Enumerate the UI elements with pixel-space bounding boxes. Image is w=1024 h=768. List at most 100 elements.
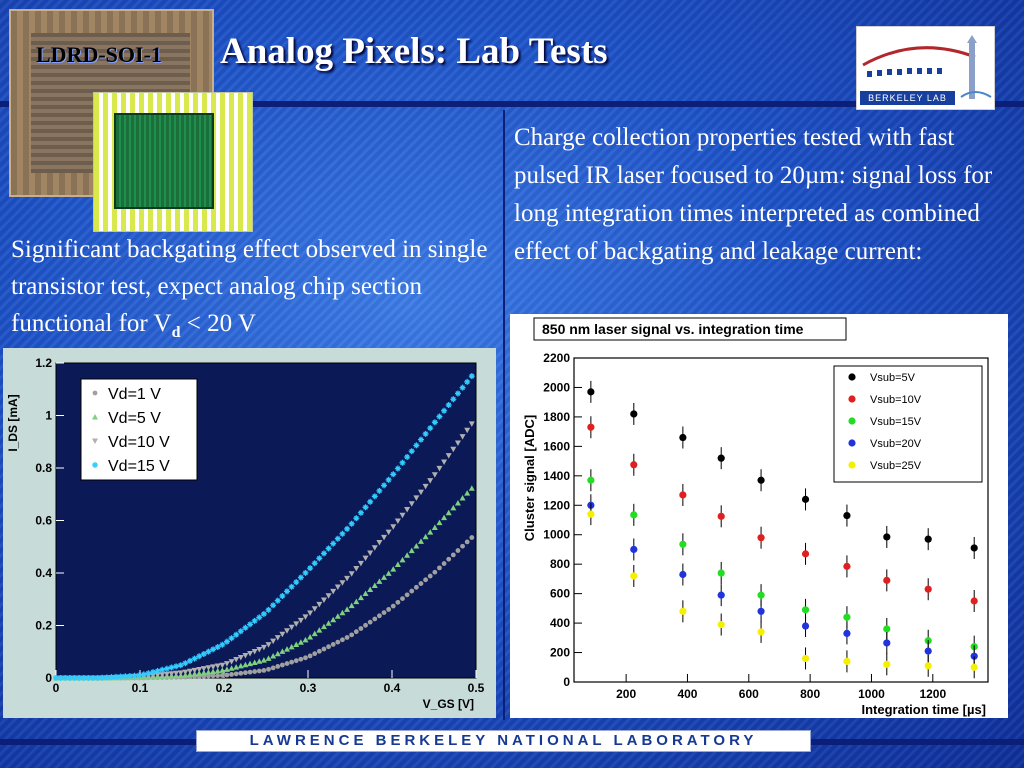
data-point	[423, 577, 428, 583]
data-series	[587, 380, 978, 559]
data-point	[970, 663, 978, 671]
data-point	[460, 543, 465, 549]
data-point	[883, 625, 891, 633]
data-point	[630, 410, 638, 418]
data-point	[270, 638, 277, 645]
data-point	[717, 620, 725, 629]
data-point	[413, 495, 420, 501]
data-point	[587, 476, 595, 484]
legend-label: Vsub=10V	[870, 394, 922, 406]
data-point	[400, 596, 405, 601]
data-point	[256, 646, 263, 653]
legend-marker	[848, 461, 856, 469]
data-point	[233, 671, 239, 677]
data-point	[205, 669, 212, 675]
data-point	[422, 533, 429, 540]
data-point	[357, 560, 364, 567]
data-point	[418, 581, 424, 586]
data-point	[376, 578, 383, 584]
data-point	[265, 655, 272, 661]
data-point	[168, 671, 175, 677]
data-point	[450, 446, 457, 453]
legend-marker	[848, 373, 856, 381]
data-point	[417, 489, 424, 496]
data-point	[316, 648, 322, 654]
data-point	[334, 613, 341, 619]
data-point	[320, 550, 327, 557]
data-point	[228, 659, 235, 665]
data-point	[587, 510, 595, 518]
data-point	[395, 599, 401, 605]
data-point	[385, 476, 392, 483]
ids-vgs-chart-panel: 0 0.1 0.2 0.3 0.4 0.5 0 0.2 0.4 0.6 0.8 1 1.2 V_GS [V…	[3, 348, 496, 718]
data-point	[334, 535, 341, 542]
data-point	[312, 651, 318, 657]
y-tick-label: 1400	[543, 469, 570, 483]
chart-title-box: 850 nm laser signal vs. integration time	[533, 317, 847, 341]
data-point	[371, 493, 378, 500]
data-point	[219, 667, 226, 673]
slide-tag: LDRD-SOI-1	[36, 42, 162, 67]
data-point	[293, 579, 300, 586]
data-point	[237, 662, 244, 669]
data-point	[316, 555, 323, 562]
data-point	[372, 616, 378, 622]
data-point	[57, 675, 64, 681]
data-point	[883, 576, 891, 584]
data-point	[210, 673, 216, 679]
data-point	[445, 509, 452, 516]
data-point	[247, 669, 253, 675]
data-point	[311, 560, 318, 567]
y-tick-label: 1000	[543, 528, 570, 542]
data-point	[131, 672, 138, 679]
data-point	[924, 647, 932, 655]
data-point	[353, 566, 360, 572]
header-rule	[0, 101, 1024, 107]
data-point	[321, 646, 327, 652]
data-point	[325, 593, 332, 599]
data-point	[334, 584, 341, 591]
data-point	[307, 653, 313, 659]
data-point	[408, 501, 415, 507]
left-paragraph: Significant backgating effect observed i…	[11, 231, 499, 351]
data-point	[288, 583, 295, 590]
data-point	[353, 629, 359, 635]
y-tick-label: 1800	[543, 410, 570, 424]
data-point	[182, 669, 189, 676]
data-point	[251, 617, 258, 624]
data-point	[413, 543, 420, 549]
data-point	[408, 448, 415, 455]
data-point	[377, 613, 382, 619]
data-point	[394, 518, 401, 525]
data-point	[214, 663, 221, 670]
data-point	[293, 621, 300, 627]
data-point	[924, 535, 932, 543]
data-point	[330, 616, 337, 623]
data-point	[409, 588, 415, 594]
data-point	[399, 556, 406, 563]
legend: Vsub=5V Vsub=10V Vsub=15V Vsub=20V Vsub=25V	[833, 365, 983, 483]
data-point	[843, 511, 851, 520]
data-point	[357, 509, 364, 516]
data-point	[376, 487, 383, 494]
data-point	[450, 504, 457, 511]
data-point	[363, 622, 368, 628]
data-point	[371, 545, 378, 551]
data-point	[219, 673, 225, 678]
data-point	[223, 666, 230, 672]
x-tick-label: 200	[616, 687, 636, 701]
data-point	[385, 570, 392, 576]
data-point	[251, 648, 258, 655]
slide-title: Analog Pixels: Lab Tests	[220, 31, 608, 72]
y-axis-label: Cluster signal [ADC]	[522, 415, 537, 541]
data-point	[413, 584, 419, 590]
data-point	[219, 641, 226, 648]
data-point	[284, 661, 290, 666]
data-point	[376, 540, 383, 546]
data-point	[883, 660, 891, 668]
data-point	[679, 540, 687, 548]
data-point	[717, 454, 725, 462]
data-point	[316, 601, 323, 608]
data-point	[344, 575, 351, 582]
data-point	[145, 670, 152, 677]
